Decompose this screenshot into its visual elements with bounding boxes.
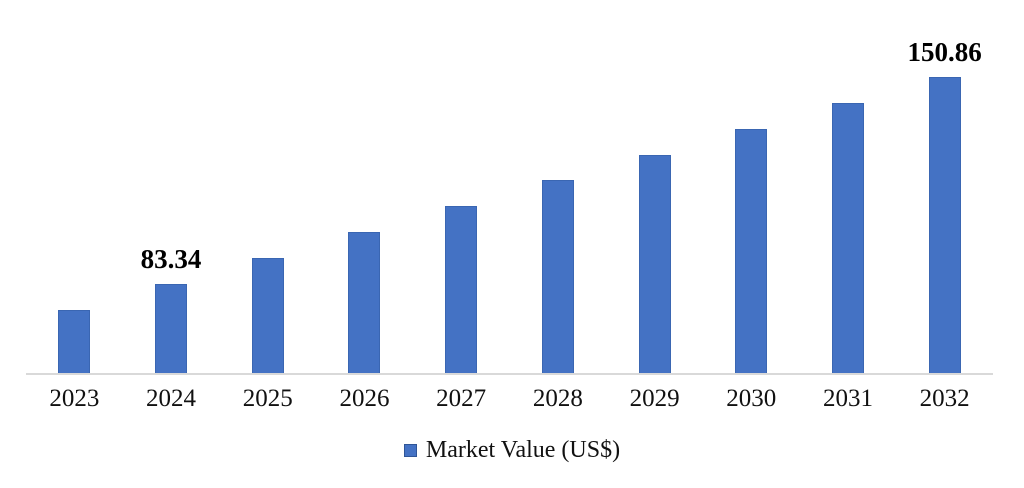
category-slot: 2030: [703, 64, 800, 411]
bar: [251, 258, 284, 373]
legend: Market Value (US$): [0, 438, 1024, 462]
bar: [541, 180, 574, 373]
x-axis-tick-label: 2026: [339, 385, 390, 412]
category-slot: 2031: [800, 64, 897, 411]
bar-data-label: 150.86: [907, 37, 982, 67]
bar: [445, 206, 478, 373]
bar: [638, 155, 671, 373]
category-slot: 83.34 2024: [123, 64, 220, 412]
category-slot: 2029: [606, 64, 703, 411]
x-axis-tick-label: 2027: [436, 385, 487, 412]
bar: [348, 232, 381, 373]
x-axis-tick-label: 2032: [919, 385, 970, 412]
category-slot: 2027: [413, 64, 510, 411]
category-slot: 150.86 2032: [896, 39, 993, 412]
x-axis-tick-label: 2023: [49, 385, 100, 412]
x-axis-tick-label: 2030: [726, 385, 777, 412]
x-axis-tick-label: 2029: [629, 385, 680, 412]
bar-data-label: 83.34: [140, 244, 202, 274]
legend-label: Market Value (US$): [425, 437, 621, 463]
x-axis-tick-label: 2025: [242, 385, 293, 412]
category-slot: 2023: [26, 64, 123, 411]
bar: [831, 103, 864, 373]
x-axis-tick-label: 2028: [532, 385, 583, 412]
category-slot: 2028: [510, 64, 607, 411]
bar: [928, 77, 961, 373]
x-axis-tick-label: 2031: [822, 385, 873, 412]
bar: [155, 284, 188, 373]
x-axis-tick-label: 2024: [146, 385, 197, 412]
legend-marker-square-icon: [403, 443, 417, 457]
plot-area: 2023 83.34 2024 2025 2026 2027 2028: [26, 39, 993, 412]
category-slot: 2025: [219, 64, 316, 411]
bar: [735, 129, 768, 373]
bar: [58, 310, 91, 373]
category-slot: 2026: [316, 64, 413, 411]
